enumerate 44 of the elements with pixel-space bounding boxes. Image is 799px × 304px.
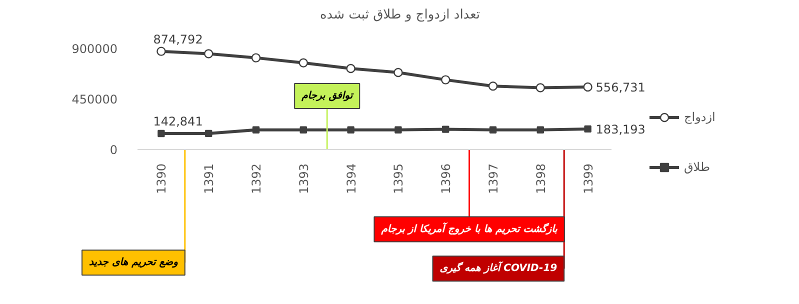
x-tick-label: 1397: [486, 163, 500, 194]
x-tick-label: 1396: [439, 163, 454, 194]
point: [394, 126, 402, 134]
point: [204, 49, 214, 58]
point: [251, 53, 261, 62]
point: [583, 82, 592, 92]
x-tick-label: 1395: [392, 163, 406, 194]
point: [536, 126, 544, 134]
ref-line-label: وضع تحریم های جدید: [89, 257, 178, 268]
point: [205, 130, 212, 138]
legend-label: ازدواج: [684, 110, 716, 124]
point: [488, 82, 498, 91]
point: [536, 83, 545, 92]
x-tick-label: 1399: [581, 163, 596, 194]
x-tick-label: 1398: [534, 163, 548, 194]
data-label: 142,841: [153, 114, 203, 128]
point: [584, 125, 592, 133]
ref-line-label: توافق برجام: [300, 90, 354, 102]
x-tick-label: 1392: [250, 163, 264, 194]
point: [156, 46, 166, 56]
point: [347, 126, 354, 134]
y-tick-label: 0: [110, 143, 118, 157]
ref-line-label: بازگشت تحریم ها با خروج آمریکا از برجام: [380, 222, 558, 235]
point: [489, 126, 497, 134]
point: [442, 126, 450, 133]
point: [158, 130, 165, 138]
point: [298, 58, 308, 68]
y-tick-label: 900000: [72, 42, 118, 56]
ref-line-label: آغاز همه گیری COVID-19: [440, 261, 558, 274]
legend-label: طلاق: [684, 160, 710, 174]
point: [441, 75, 450, 84]
point: [394, 68, 403, 78]
x-tick-label: 1393: [296, 163, 311, 194]
point: [252, 126, 260, 134]
data-label: 874,792: [153, 32, 203, 46]
y-tick-label: 450000: [72, 92, 118, 106]
point: [346, 64, 356, 74]
x-tick-label: 1391: [202, 163, 216, 194]
x-tick-label: 1390: [154, 163, 169, 194]
data-label: 556,731: [596, 80, 646, 95]
chart-title: تعداد ازدواج و طلاق ثبت شده: [320, 8, 480, 22]
point: [300, 126, 307, 134]
x-tick-label: 1394: [344, 163, 358, 194]
data-label: 183,193: [596, 122, 646, 136]
